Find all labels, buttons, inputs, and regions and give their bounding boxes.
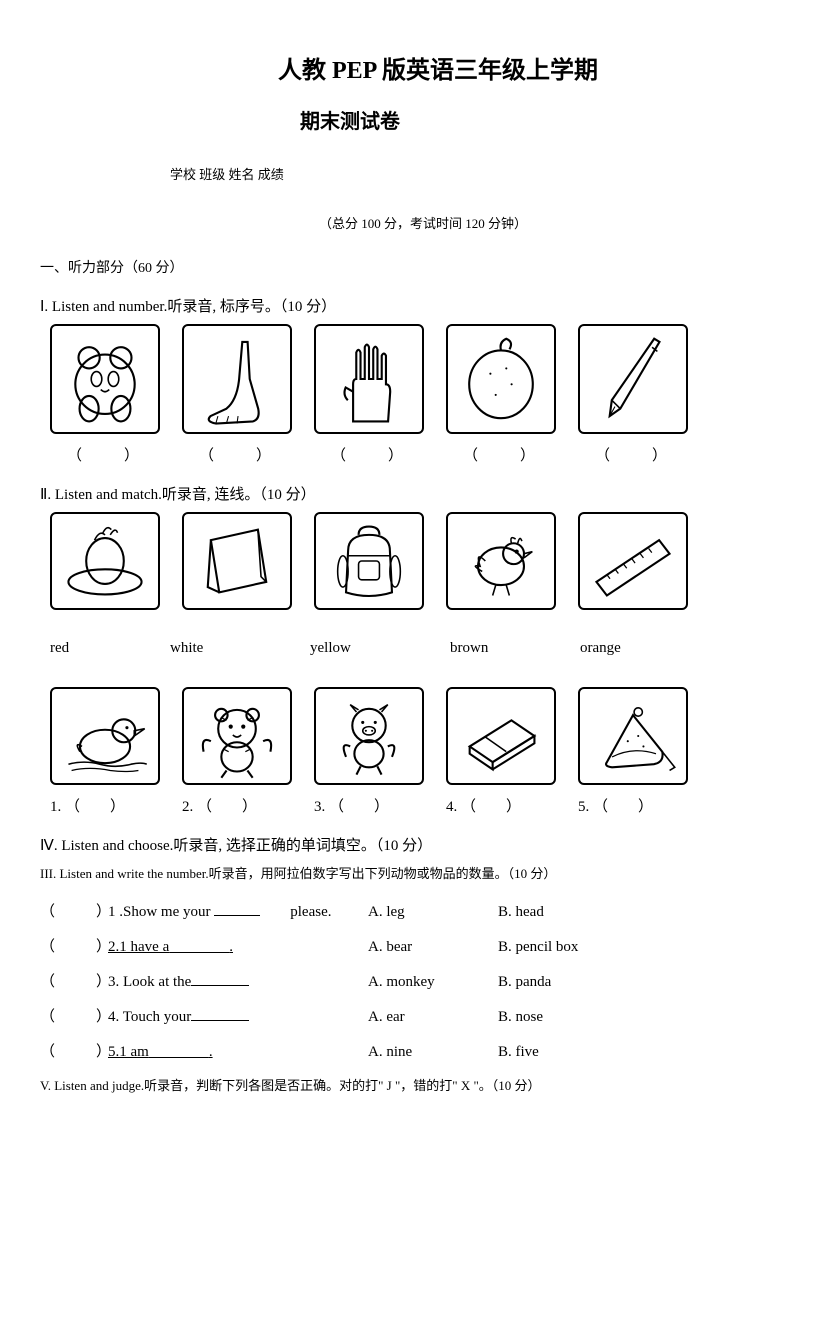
option-a: A. nine: [368, 1044, 498, 1061]
color-white: white: [170, 640, 310, 657]
egg-plate-icon: [52, 514, 158, 608]
pen-icon: [580, 326, 686, 432]
pig-icon: [316, 689, 422, 783]
choice-line-1: （ ） 1 .Show me your please. A. leg B. he…: [40, 900, 776, 921]
answer-blank[interactable]: ）: [58, 1005, 108, 1026]
fill-blank[interactable]: [191, 972, 249, 986]
answer-blank[interactable]: 3. （ ）: [314, 795, 424, 816]
q2b-img-eraser: [446, 687, 556, 785]
orange-fruit-icon: [448, 326, 554, 432]
answer-blank[interactable]: （ ）: [578, 444, 688, 465]
option-b: B. head: [498, 904, 648, 921]
bracket-open: （: [40, 1040, 58, 1061]
hand-icon: [316, 326, 422, 432]
cake-icon: [580, 689, 686, 783]
main-title: 人教 PEP 版英语三年级上学期: [100, 50, 776, 85]
duck-icon: [52, 689, 158, 783]
choice-line-5: （ ） 5.1 am . A. nine B. five: [40, 1040, 776, 1061]
listening-section-heading: 一、听力部分（60 分）: [40, 257, 776, 277]
answer-blank[interactable]: （ ）: [446, 444, 556, 465]
q2-img-book: [182, 512, 292, 610]
answer-blank[interactable]: ）: [58, 1040, 108, 1061]
bracket-open: （: [40, 900, 58, 921]
color-orange: orange: [580, 640, 690, 657]
q2-img-bag: [314, 512, 424, 610]
sub-title: 期末测试卷: [300, 105, 776, 134]
q2-img-ruler: [578, 512, 688, 610]
panda-icon: [52, 326, 158, 432]
stem: 4. Touch your: [108, 1007, 368, 1026]
option-a: A. monkey: [368, 974, 498, 991]
q2-img-egg: [50, 512, 160, 610]
option-a: A. ear: [368, 1009, 498, 1026]
stem: 3. Look at the: [108, 972, 368, 991]
eraser-icon: [448, 689, 554, 783]
book-icon: [184, 514, 290, 608]
tiger-icon: [184, 689, 290, 783]
q4-heading: Ⅳ. Listen and choose.听录音, 选择正确的单词填空。（10 …: [40, 834, 776, 855]
q2b-img-pig: [314, 687, 424, 785]
fill-blank[interactable]: [214, 902, 260, 916]
answer-blank[interactable]: 2. （ ）: [182, 795, 292, 816]
option-a: A. leg: [368, 904, 498, 921]
q1-img-hand: [314, 324, 424, 434]
ruler-icon: [580, 514, 686, 608]
answer-blank[interactable]: ）: [58, 935, 108, 956]
q3-number-answer-row: 1. （ ） 2. （ ） 3. （ ） 4. （ ） 5. （ ）: [50, 795, 776, 816]
q5-heading: V. Listen and judge.听录音，判断下列各图是否正确。对的打" …: [40, 1075, 776, 1094]
student-info-fields: 学校 班级 姓名 成绩: [170, 164, 776, 183]
q1-img-foot: [182, 324, 292, 434]
option-b: B. pencil box: [498, 939, 648, 956]
color-brown: brown: [450, 640, 580, 657]
color-yellow: yellow: [310, 640, 450, 657]
answer-blank[interactable]: 5. （ ）: [578, 795, 688, 816]
q1-heading: Ⅰ. Listen and number.听录音, 标序号。（10 分）: [40, 295, 776, 316]
q1-answer-row: （ ） （ ） （ ） （ ） （ ）: [50, 444, 776, 465]
answer-blank[interactable]: （ ）: [182, 444, 292, 465]
score-time: （总分 100 分，考试时间 120 分钟）: [70, 213, 776, 232]
q2b-img-tiger: [182, 687, 292, 785]
answer-blank[interactable]: 4. （ ）: [446, 795, 556, 816]
color-red: red: [50, 640, 170, 657]
choice-line-3: （ ） 3. Look at the A. monkey B. panda: [40, 970, 776, 991]
q2-heading: Ⅱ. Listen and match.听录音, 连线。（10 分）: [40, 483, 776, 504]
option-b: B. five: [498, 1044, 648, 1061]
answer-blank[interactable]: ）: [58, 970, 108, 991]
option-a: A. bear: [368, 939, 498, 956]
answer-blank[interactable]: （ ）: [314, 444, 424, 465]
bracket-open: （: [40, 935, 58, 956]
q1-img-panda: [50, 324, 160, 434]
answer-blank[interactable]: （ ）: [50, 444, 160, 465]
fill-blank[interactable]: [191, 1007, 249, 1021]
stem: 5.1 am .: [108, 1040, 368, 1061]
bird-icon: [448, 514, 554, 608]
foot-icon: [184, 326, 290, 432]
choice-line-4: （ ） 4. Touch your A. ear B. nose: [40, 1005, 776, 1026]
q2-img-bird: [446, 512, 556, 610]
color-words-row: red white yellow brown orange: [50, 640, 776, 657]
q1-img-pen: [578, 324, 688, 434]
q2-image-row-bottom: [50, 687, 776, 785]
bracket-open: （: [40, 1005, 58, 1026]
q2-image-row-top: [50, 512, 776, 610]
q2b-img-cake: [578, 687, 688, 785]
option-b: B. panda: [498, 974, 648, 991]
bracket-open: （: [40, 970, 58, 991]
option-b: B. nose: [498, 1009, 648, 1026]
q1-img-orange: [446, 324, 556, 434]
choice-line-2: （ ） 2.1 have a . A. bear B. pencil box: [40, 935, 776, 956]
answer-blank[interactable]: 1. （ ）: [50, 795, 160, 816]
q2b-img-duck: [50, 687, 160, 785]
q1-image-row: [50, 324, 776, 434]
stem: 2.1 have a .: [108, 935, 368, 956]
stem: 1 .Show me your please.: [108, 900, 368, 921]
schoolbag-icon: [316, 514, 422, 608]
q3-heading: III. Listen and write the number.听录音，用阿拉…: [40, 863, 776, 882]
answer-blank[interactable]: ）: [58, 900, 108, 921]
